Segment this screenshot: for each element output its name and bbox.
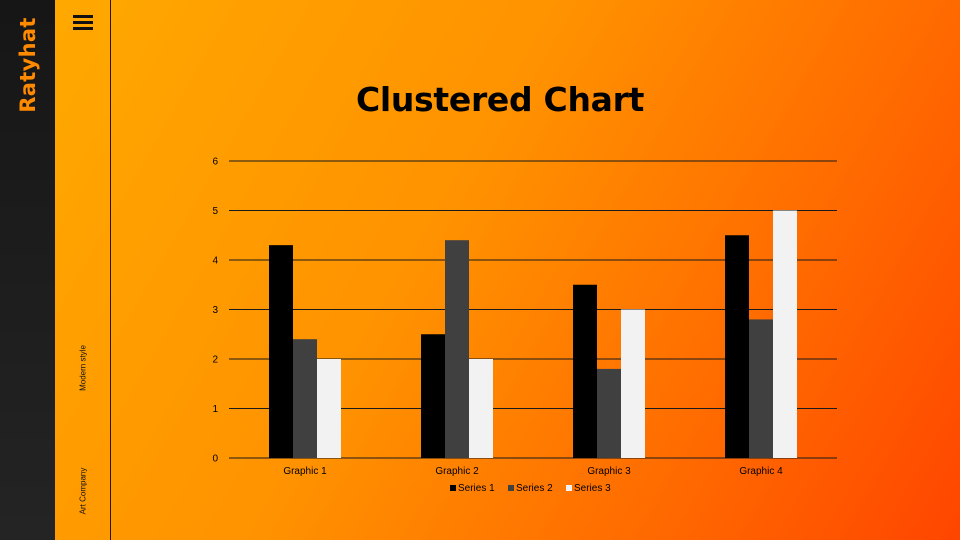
bar [749, 319, 773, 458]
x-tick-label: Graphic 3 [587, 466, 631, 477]
y-tick-label: 6 [212, 157, 218, 168]
bar [621, 309, 645, 458]
menu-icon-line [73, 21, 93, 24]
bar [573, 284, 597, 458]
y-tick-label: 4 [212, 256, 218, 267]
y-tick-label: 5 [212, 206, 218, 217]
y-tick-label: 1 [212, 404, 218, 415]
legend-swatch [508, 485, 514, 491]
bar [293, 339, 317, 458]
bar [269, 245, 293, 458]
legend-swatch [450, 485, 456, 491]
x-tick-label: Graphic 4 [739, 466, 783, 477]
bar [421, 334, 445, 458]
bar [597, 368, 621, 458]
bar [445, 240, 469, 458]
bar [773, 210, 797, 458]
menu-icon-line [73, 15, 93, 18]
legend-label: Series 2 [516, 483, 553, 494]
divider-line [110, 0, 111, 540]
legend-label: Series 3 [574, 483, 611, 494]
left-sidebar: Ratyhat [0, 0, 55, 540]
menu-icon-line [73, 27, 93, 30]
y-tick-label: 0 [212, 454, 218, 465]
y-tick-label: 3 [212, 305, 218, 316]
y-tick-label: 2 [212, 355, 218, 366]
legend-swatch [566, 485, 572, 491]
bar [469, 359, 493, 458]
legend-label: Series 1 [458, 483, 495, 494]
x-tick-label: Graphic 1 [283, 466, 327, 477]
bar [725, 235, 749, 458]
menu-icon[interactable] [73, 15, 93, 31]
x-tick-label: Graphic 2 [435, 466, 479, 477]
chart-title: Clustered Chart [355, 80, 645, 119]
bar [317, 359, 341, 458]
